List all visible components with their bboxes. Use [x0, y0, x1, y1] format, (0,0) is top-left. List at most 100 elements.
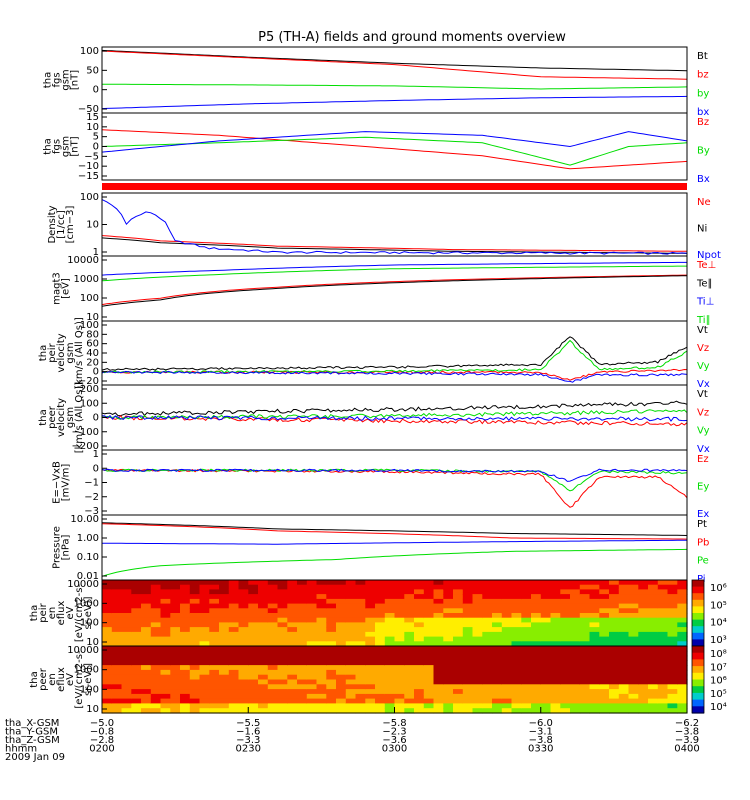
heatmap-cell [501, 665, 513, 671]
ephemeris-value: −0.8 [90, 727, 114, 738]
heatmap-cell [579, 674, 591, 681]
heatmap-cell [462, 589, 474, 595]
heatmap-cell [404, 598, 415, 605]
heatmap-cell [326, 584, 337, 590]
heatmap-cell [638, 627, 649, 633]
heatmap-cell [453, 689, 464, 695]
heatmap-cell [306, 679, 318, 685]
heatmap-cell [570, 655, 581, 661]
heatmap-cell [316, 617, 327, 623]
heatmap-cell [150, 660, 162, 666]
heatmap-cell [453, 660, 464, 666]
heatmap-cell [609, 598, 620, 605]
heatmap-cell [131, 627, 142, 633]
heatmap-cell [433, 669, 444, 676]
heatmap-cell [462, 580, 474, 586]
heatmap-cell [570, 665, 581, 671]
heatmap-cell [150, 636, 162, 642]
heatmap-cell [482, 598, 493, 605]
heatmap-cell [209, 589, 220, 595]
heatmap-cell [297, 674, 308, 681]
heatmap-cell [199, 703, 210, 709]
heatmap-cell [648, 641, 659, 647]
heatmap-cell [462, 660, 474, 666]
heatmap-cell [111, 641, 123, 647]
heatmap-cell [394, 580, 405, 586]
heatmap-cell [423, 655, 435, 661]
heatmap-cell [501, 674, 513, 681]
heatmap-cell [599, 665, 610, 671]
series-line-Bt [101, 49, 688, 72]
heatmap-cell [209, 617, 220, 623]
heatmap-cell [453, 693, 464, 700]
y-axis-label: [nT] [70, 70, 81, 90]
heatmap-cell [160, 636, 171, 642]
heatmap-cell [326, 617, 337, 623]
heatmap-cell [365, 679, 376, 685]
heatmap-cell [219, 674, 230, 681]
heatmap-cell [531, 627, 542, 633]
heatmap-cell [394, 613, 405, 619]
heatmap-cell [228, 598, 240, 605]
heatmap-cell [414, 603, 425, 609]
heatmap-cell [219, 660, 230, 666]
heatmap-cell [423, 594, 435, 600]
heatmap-cell [141, 594, 152, 600]
ephemeris-value: −5.8 [382, 718, 406, 729]
heatmap-cell [150, 703, 162, 709]
heatmap-cell [667, 622, 678, 628]
heatmap-cell [277, 684, 288, 690]
heatmap-cell [287, 674, 298, 681]
heatmap-cell [316, 689, 327, 695]
heatmap-cell [297, 580, 308, 586]
heatmap-cell [180, 669, 191, 676]
heatmap-cell [248, 608, 259, 614]
heatmap-cell [287, 613, 298, 619]
heatmap-cell [209, 650, 220, 657]
heatmap-cell [248, 650, 259, 657]
heatmap-cell [160, 580, 171, 586]
heatmap-cell [501, 603, 513, 609]
heatmap-cell [306, 660, 318, 666]
colorbar-frame [691, 645, 705, 714]
heatmap-cell [355, 636, 366, 642]
heatmap-cell [540, 708, 552, 714]
heatmap-cell [648, 589, 659, 595]
heatmap-cell [404, 594, 415, 600]
heatmap-cell [618, 627, 630, 633]
heatmap-cell [657, 627, 669, 633]
heatmap-cell [306, 650, 318, 657]
heatmap-cell [453, 674, 464, 681]
heatmap-cell [111, 603, 123, 609]
heatmap-cell [404, 603, 415, 609]
heatmap-cell [482, 665, 493, 671]
heatmap-cell [667, 636, 678, 642]
series-line-Te⊥ [101, 274, 687, 306]
heatmap-cell [258, 660, 269, 666]
panel-6: VtVzVyVx2001000−100−200thapeervelocitygs… [38, 382, 710, 455]
heatmap-cell [414, 646, 425, 652]
y-axis-label: [nPa] [61, 534, 72, 560]
heatmap-cell [170, 584, 181, 590]
heatmap-cell [423, 627, 435, 633]
heatmap-cell [297, 660, 308, 666]
heatmap-cell [345, 598, 357, 605]
heatmap-cell [121, 698, 132, 704]
heatmap-cell [589, 608, 600, 614]
series-line-Pi [101, 539, 687, 545]
heatmap-cell [677, 674, 688, 681]
heatmap-cell [306, 698, 318, 704]
heatmap-cell [589, 646, 600, 652]
heatmap-cell [501, 679, 513, 685]
heatmap-cell [170, 594, 181, 600]
heatmap-cell [189, 689, 201, 695]
heatmap-cell [199, 650, 210, 657]
heatmap-cell [355, 660, 366, 666]
heatmap-cell [209, 689, 220, 695]
heatmap-cell [219, 655, 230, 661]
heatmap-cell [267, 613, 279, 619]
heatmap-cell [677, 584, 688, 590]
heatmap-cell [550, 608, 561, 614]
heatmap-cell [336, 669, 347, 676]
